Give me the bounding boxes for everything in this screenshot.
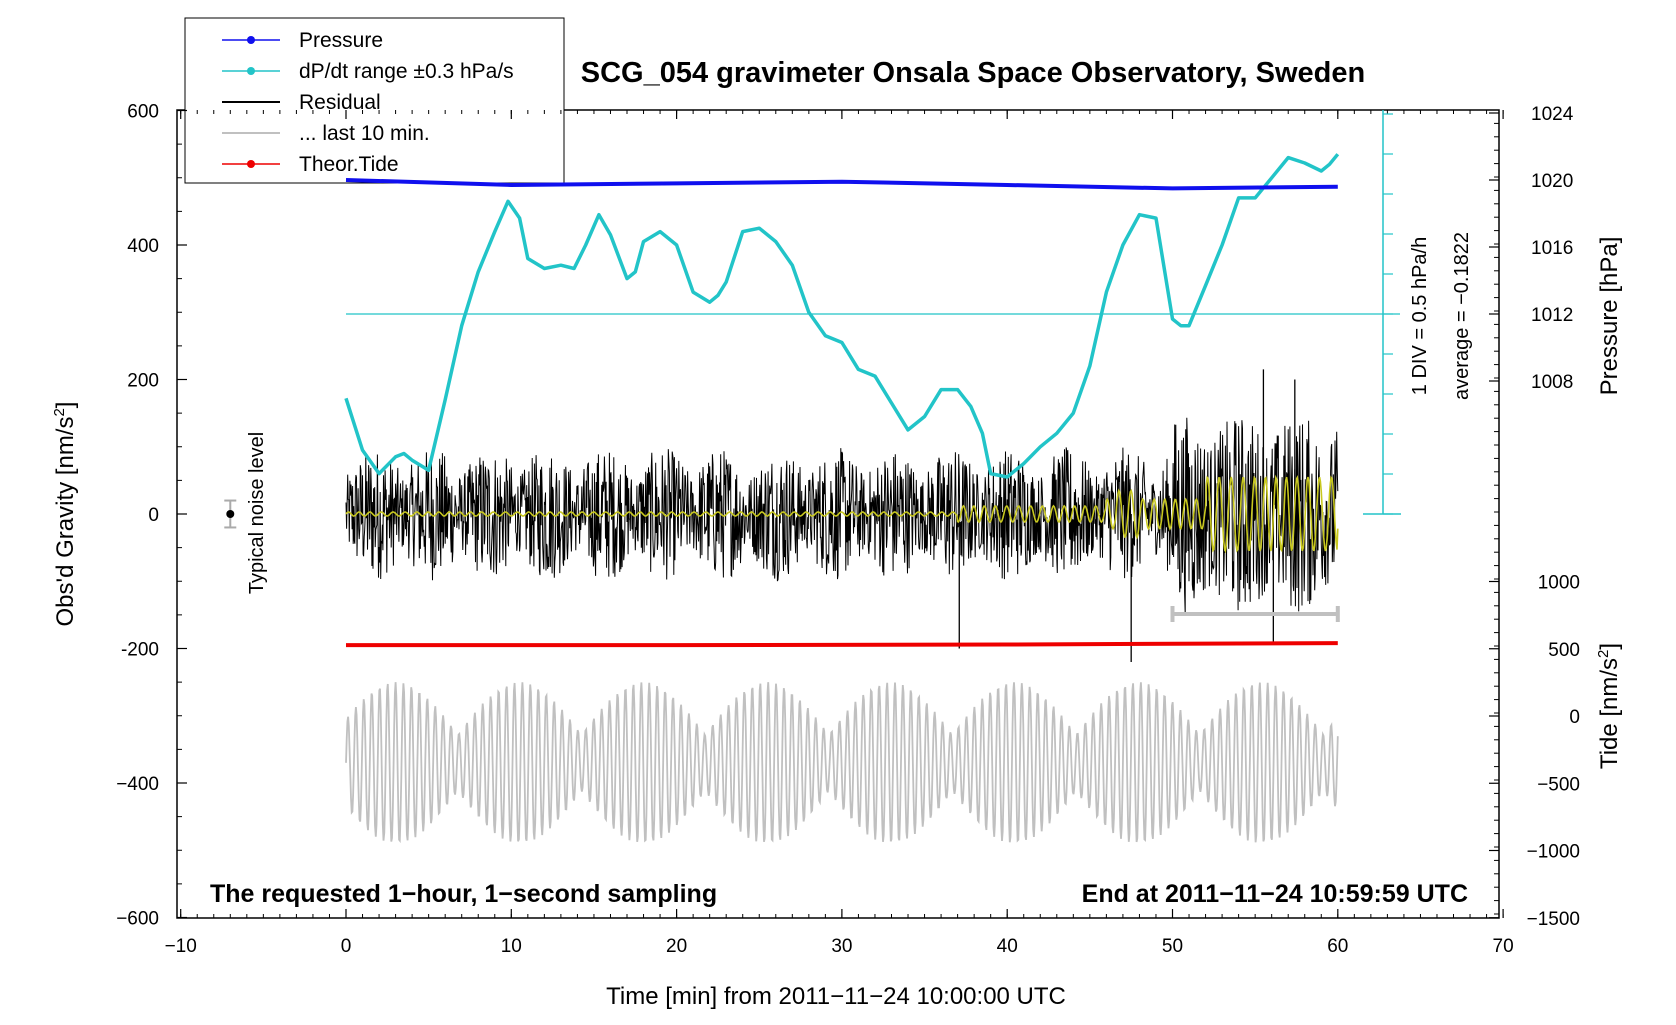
end-time-label: End at 2011−11−24 10:59:59 UTC bbox=[1082, 880, 1468, 908]
pressure-tick-label: 1024 bbox=[1531, 104, 1574, 125]
pressure-tick-label: 1016 bbox=[1531, 238, 1573, 259]
x-tick-label: 30 bbox=[831, 936, 852, 957]
y-tick-label-left: 400 bbox=[127, 236, 159, 257]
y-axis-label-tide: Tide [nm/s2] bbox=[1595, 643, 1623, 769]
sampling-label: The requested 1−hour, 1−second sampling bbox=[210, 880, 717, 908]
x-tick-label: 70 bbox=[1493, 936, 1514, 957]
legend-label: ... last 10 min. bbox=[299, 122, 430, 145]
legend-marker bbox=[247, 160, 255, 168]
tide-tick-label: −1000 bbox=[1527, 842, 1580, 863]
legend-marker bbox=[247, 36, 255, 44]
pressure-line bbox=[345, 178, 1338, 191]
y-axis-label-pressure: Pressure [hPa] bbox=[1596, 237, 1623, 396]
x-tick-label: 60 bbox=[1327, 936, 1348, 957]
x-axis-label: Time [min] from 2011−11−24 10:00:00 UTC bbox=[606, 983, 1066, 1010]
x-tick-label: 10 bbox=[501, 936, 522, 957]
tide-tick-label: 500 bbox=[1548, 640, 1580, 661]
chart-title: SCG_054 gravimeter Onsala Space Observat… bbox=[581, 57, 1365, 89]
dpdt-line bbox=[344, 153, 1340, 479]
y-axis-label-left: Obs'd Gravity [nm/s2] bbox=[51, 402, 79, 627]
y-tick-label-left: −600 bbox=[116, 909, 159, 930]
theor-tide-line bbox=[346, 641, 1338, 648]
legend-label: Residual bbox=[299, 91, 381, 114]
div-label: 1 DIV = 0.5 hPa/h bbox=[1409, 237, 1431, 395]
legend-label: Pressure bbox=[299, 29, 383, 52]
legend-label: dP/dt range ±0.3 hPa/s bbox=[299, 60, 514, 83]
tide-tick-label: 1000 bbox=[1538, 573, 1580, 594]
pressure-tick-label: 1012 bbox=[1531, 305, 1573, 326]
last-10-min-line bbox=[345, 682, 1339, 844]
x-tick-label: 40 bbox=[997, 936, 1018, 957]
average-label: average = −0.1822 bbox=[1451, 232, 1473, 400]
pressure-tick-label: 1008 bbox=[1531, 372, 1573, 393]
noise-point bbox=[226, 510, 235, 518]
y-tick-label-left: 200 bbox=[127, 371, 159, 392]
x-tick-label: −10 bbox=[165, 936, 197, 957]
x-tick-label: 0 bbox=[341, 936, 352, 957]
tide-tick-label: −1500 bbox=[1527, 909, 1580, 930]
legend-label: Theor.Tide bbox=[299, 153, 399, 176]
y-tick-label-left: 0 bbox=[148, 505, 159, 526]
x-tick-label: 20 bbox=[666, 936, 687, 957]
x-tick-label: 50 bbox=[1162, 936, 1183, 957]
residual-line bbox=[345, 417, 1339, 615]
legend-marker bbox=[247, 67, 255, 75]
y-tick-label-left: 600 bbox=[127, 102, 159, 123]
tide-tick-label: 0 bbox=[1569, 707, 1580, 728]
filtered-residual-line bbox=[345, 474, 1339, 554]
y-tick-label-left: −400 bbox=[116, 774, 159, 795]
pressure-tick-label: 1020 bbox=[1531, 171, 1573, 192]
legend-box bbox=[184, 17, 565, 184]
legend: Pressure dP/dt range ±0.3 hPa/s Residual..… bbox=[184, 17, 565, 184]
noise-level-label: Typical noise level bbox=[246, 432, 268, 594]
y-tick-label-left: -200 bbox=[121, 640, 159, 661]
tide-tick-label: −500 bbox=[1537, 774, 1580, 795]
